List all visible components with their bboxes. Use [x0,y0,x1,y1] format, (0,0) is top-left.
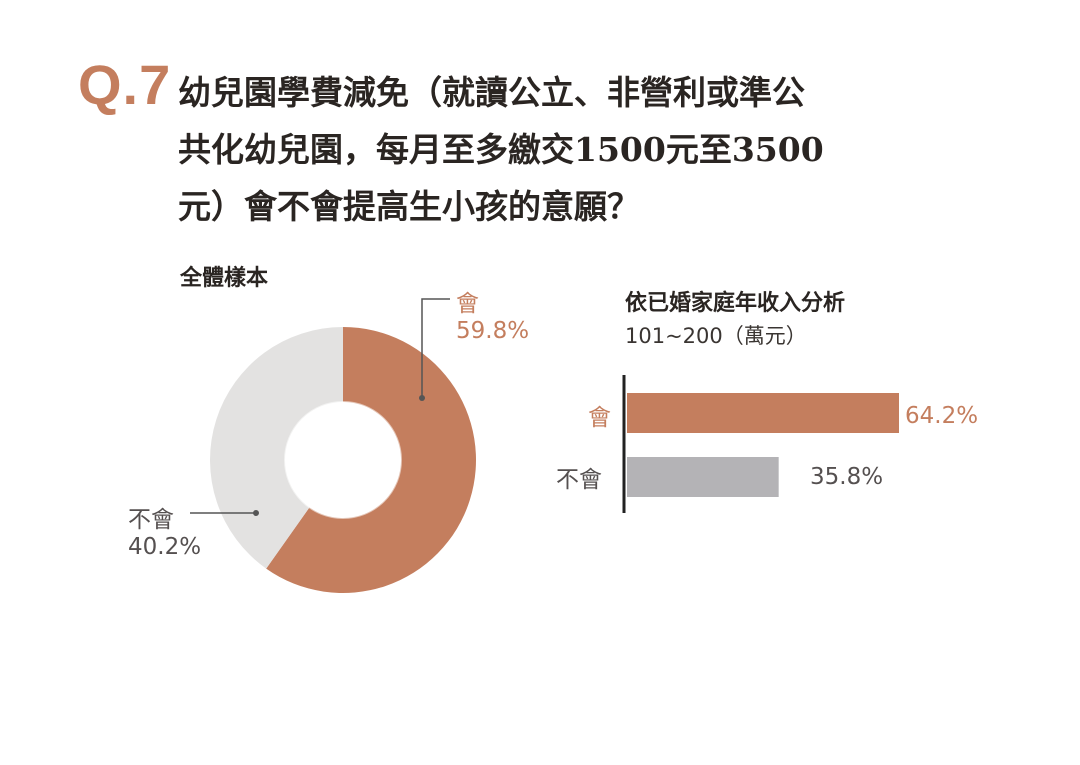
bar-value-yes: 64.2% [905,403,979,429]
bar-category-no: 不會 [556,467,602,493]
bar-category-yes: 會 [588,405,611,431]
bar-value-no: 35.8% [810,464,884,490]
donut-chart-title: 全體樣本 [180,266,269,291]
leader-dot-no [253,510,259,516]
question-line: 元）會不會提高生小孩的意願？ [178,187,640,226]
question-number: Q.7 [78,53,172,116]
donut-inner-ring [284,401,402,519]
question-line: 幼兒園學費減免（就讀公立、非營利或準公 [178,73,805,112]
bar-chart-title: 依已婚家庭年收入分析 [625,291,846,316]
bar-no [627,457,779,497]
donut-leader-lines [190,298,450,516]
bar-chart [622,375,899,513]
question-line: 共化幼兒園，每月至多繳交1500元至3500 [178,130,824,169]
donut-hole [295,412,391,508]
donut-slice-yes [266,327,477,594]
question-text: 幼兒園學費減免（就讀公立、非營利或準公 共化幼兒園，每月至多繳交1500元至35… [178,64,978,235]
donut-label-no: 不會 [128,507,174,533]
bar-yes [627,393,899,433]
donut-chart [210,327,477,594]
donut-label-yes: 會 [456,291,479,317]
donut-slice-no [210,327,343,569]
leader-dot-yes [419,395,425,401]
donut-value-no: 40.2% [128,534,202,560]
leader-line-yes [421,298,450,398]
bar-chart-subtitle: 101~200（萬元） [625,324,807,348]
donut-value-yes: 59.8% [456,318,530,344]
